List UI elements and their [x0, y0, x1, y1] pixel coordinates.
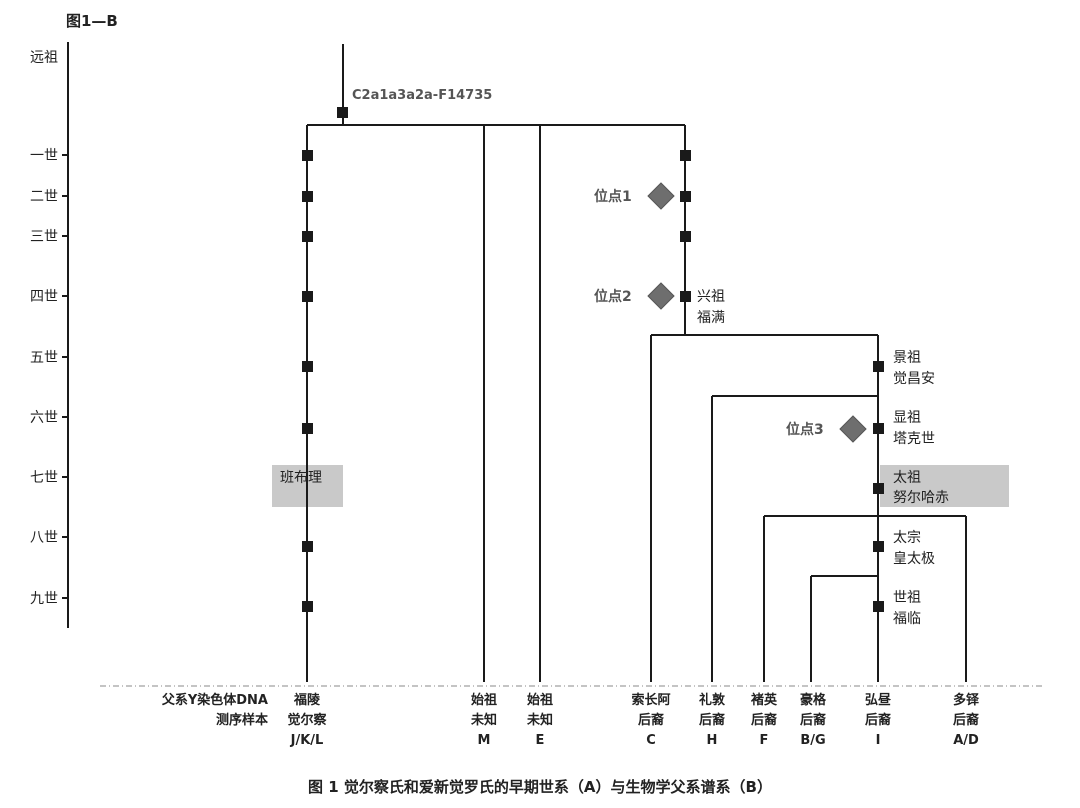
node-taizong — [873, 541, 884, 552]
node-juercha-3 — [302, 231, 313, 242]
site-1-diamond — [647, 182, 675, 210]
sample-9-code: A/D — [953, 733, 979, 748]
sample-4-line2: 后裔 — [638, 712, 664, 728]
person-taizu-name: 努尔哈赤 — [893, 490, 949, 506]
node-aisin-2 — [680, 191, 691, 202]
site-3-diamond — [839, 415, 867, 443]
sample-8-line1: 弘昼 — [865, 692, 891, 708]
sample-5-code: H — [707, 733, 718, 748]
person-xingzu-title: 兴祖 — [697, 289, 725, 305]
sample-5-line1: 礼敦 — [699, 692, 726, 708]
sample-6-code: F — [760, 733, 769, 748]
person-taizong-title: 太宗 — [893, 530, 921, 546]
gen-label-7: 七世 — [30, 470, 58, 486]
sample-3-line1: 始祖 — [527, 692, 553, 708]
node-juercha-5 — [302, 361, 313, 372]
node-juercha-4 — [302, 291, 313, 302]
node-shizu — [873, 601, 884, 612]
haplogroup-label: C2a1a3a2a-F14735 — [352, 88, 492, 103]
sample-header-line1: 父系Y染色体DNA — [161, 692, 268, 708]
sample-2-line1: 始祖 — [471, 692, 497, 708]
sample-9-line1: 多铎 — [953, 692, 980, 708]
person-shizu-name: 福临 — [893, 611, 921, 627]
person-taizu-title: 太祖 — [893, 470, 921, 486]
sample-6-line1: 褚英 — [750, 692, 778, 708]
node-juercha-8 — [302, 541, 313, 552]
panel-label: 图1—B — [66, 12, 118, 30]
gen-label-1: 一世 — [30, 148, 58, 164]
sample-1-line2: 觉尔察 — [287, 712, 327, 728]
gen-label-9: 九世 — [30, 591, 58, 607]
site-1-label: 位点1 — [594, 188, 632, 205]
node-xingzu — [680, 291, 691, 302]
node-juercha-1 — [302, 150, 313, 161]
sample-2-code: M — [478, 733, 491, 748]
sample-labels: 福陵 觉尔察 J/K/L 始祖 未知 M 始祖 未知 E 索长阿 后裔 C 礼敦… — [287, 692, 980, 748]
figure-caption: 图 1 觉尔察氏和爱新觉罗氏的早期世系（A）与生物学父系谱系（B） — [308, 778, 772, 796]
sample-2-line2: 未知 — [470, 712, 497, 728]
node-root — [337, 107, 348, 118]
node-aisin-1 — [680, 150, 691, 161]
gen-label-2: 二世 — [30, 189, 58, 205]
person-xingzu-name: 福满 — [697, 310, 725, 326]
node-xianzu — [873, 423, 884, 434]
sample-7-code: B/G — [800, 733, 825, 748]
site-3-label: 位点3 — [786, 421, 824, 438]
sample-4-line1: 索长阿 — [631, 692, 670, 708]
node-aisin-3 — [680, 231, 691, 242]
person-taizong-name: 皇太极 — [893, 551, 935, 567]
tree-lines — [306, 44, 967, 682]
sample-8-code: I — [876, 733, 881, 748]
sample-7-line2: 后裔 — [800, 712, 826, 728]
generation-labels: 远祖 一世 二世 三世 四世 五世 六世 七世 八世 九世 — [30, 50, 58, 607]
person-shizu-title: 世祖 — [893, 590, 921, 606]
tree-nodes — [302, 107, 884, 612]
sample-3-line2: 未知 — [526, 712, 553, 728]
sample-1-code: J/K/L — [290, 733, 324, 748]
person-banbuli: 班布理 — [280, 470, 322, 486]
sample-header-line2: 测序样本 — [216, 712, 268, 728]
sample-8-line2: 后裔 — [865, 712, 891, 728]
person-xianzu-name: 塔克世 — [893, 431, 935, 447]
gen-label-8: 八世 — [30, 530, 58, 546]
node-jingzu — [873, 361, 884, 372]
node-taizu — [873, 483, 884, 494]
node-juercha-2 — [302, 191, 313, 202]
node-juercha-9 — [302, 601, 313, 612]
gen-label-6: 六世 — [30, 410, 58, 426]
sample-7-line1: 豪格 — [800, 692, 827, 708]
person-jingzu-name: 觉昌安 — [893, 371, 935, 387]
gen-label-0: 远祖 — [30, 50, 58, 66]
sample-4-code: C — [646, 733, 656, 748]
sample-6-line2: 后裔 — [751, 712, 777, 728]
gen-label-4: 四世 — [30, 289, 58, 305]
person-labels: 兴祖 福满 景祖 觉昌安 显祖 塔克世 太祖 努尔哈赤 太宗 皇太极 世祖 福临… — [280, 289, 949, 627]
node-juercha-6 — [302, 423, 313, 434]
site-2-label: 位点2 — [594, 288, 632, 305]
sample-5-line2: 后裔 — [699, 712, 725, 728]
person-xianzu-title: 显祖 — [893, 410, 921, 426]
gen-label-3: 三世 — [30, 229, 58, 245]
person-jingzu-title: 景祖 — [893, 350, 921, 366]
gen-label-5: 五世 — [30, 350, 58, 366]
generation-ticks — [62, 154, 68, 599]
site-2-diamond — [647, 282, 675, 310]
sample-3-code: E — [536, 733, 545, 748]
sample-9-line2: 后裔 — [953, 712, 979, 728]
sample-1-line1: 福陵 — [293, 692, 321, 708]
highlight-taizu — [880, 465, 1009, 507]
